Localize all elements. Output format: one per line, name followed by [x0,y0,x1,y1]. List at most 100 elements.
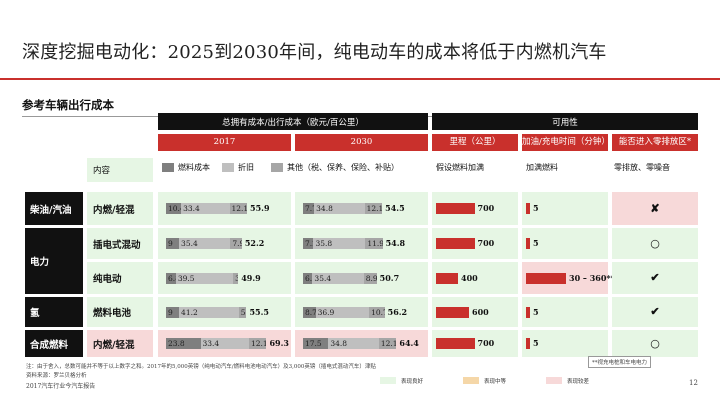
bar-total: 55.5 [249,306,269,317]
category-synthetic: 合成燃料 [25,330,83,357]
bar-segment-dep: 41.2 [179,306,239,318]
refuel-value: 30 – 360** [569,272,615,283]
usability-header: 可用性 [432,113,698,130]
bar-segment-other: 8.9 [363,272,377,284]
refuel-note: 加满燃料 [526,163,558,172]
range-bar [436,338,475,349]
zero-emission-mark: ✔ [650,271,660,284]
zero-emission-header: 能否进入零排放区* [612,134,698,151]
bar-segment-fuel: 6.5 [303,272,313,284]
footnote-2: 资料来源：罗兰贝格分析 [26,373,87,379]
content-label: 内容 [87,158,153,182]
chart-subtitle: 参考车辆出行成本 [22,98,114,112]
bar-segment-fuel: 9 [166,238,180,249]
legend-fuel-swatch [162,163,174,172]
range-value: 400 [461,272,478,283]
row-label: 燃料电池 [87,297,153,327]
legend-good-label: 表现良好 [401,379,424,385]
bar-segment-fuel: 17.5 [303,338,329,349]
legend-fuel-label: 燃料成本 [178,163,210,172]
zero-emission-mark: ○ [650,336,660,350]
range-value: 600 [472,306,489,317]
range-value: 700 [477,338,495,348]
refuel-cell [522,228,608,259]
bar-segment-dep: 36.9 [315,306,370,318]
footnote-1: 注：由于舍入，总数可能并不等于以上数字之和。2017年的5,000英镑（纯电动汽… [26,364,376,370]
zero-emission-mark: ✔ [650,305,660,318]
category-electric: 电力 [25,228,83,294]
bar-total: 49.9 [241,272,261,283]
bar-segment-fuel: 9 [166,306,180,318]
bar-total: 54.5 [385,203,405,213]
bar-total: 64.4 [399,338,419,348]
refuel-header: 加油/充电时间（分钟） [522,134,610,151]
bar-total: 54.8 [385,238,406,248]
refuel-value: 5 [533,238,539,248]
category-fossil: 柴油/汽油 [25,192,83,225]
bar-segment-other: 5.3 [238,306,247,318]
bar-segment-dep: 34.8 [328,338,379,349]
zero-cell [612,330,698,357]
refuel-value: 5 [533,338,539,348]
legend-fuel: 燃料成本 [162,162,210,173]
legend-other-swatch [271,163,283,172]
year-2017-header: 2017 [158,134,291,151]
bar-segment-dep: 34.8 [314,203,365,214]
bar-segment-dep: 39.5 [175,272,234,284]
range-bar [436,238,475,249]
category-hydrogen: 氢 [25,297,83,327]
legend-dep-label: 折旧 [238,163,254,172]
bar-segment-dep: 33.4 [200,338,249,349]
zero-cell [612,297,698,327]
range-bar [436,203,475,214]
publisher-note: 2017汽车行业今汽车报告 [26,383,96,390]
refuel-value: 5 [533,306,539,317]
row-label: 插电式混动 [87,228,153,259]
bar-segment-other: 7.9 [230,238,242,249]
bar-segment-other: 3.5 [233,272,239,284]
legend-poor-label: 表现较差 [567,379,590,385]
page-title: 深度挖掘电动化：2025到2030年间，纯电动车的成本将低于内燃机汽车 [22,42,607,63]
row-label: 内燃/轻混 [87,192,153,225]
title-divider [0,78,720,80]
bar-total: 52.2 [244,238,265,248]
refuel-bar [526,272,566,284]
range-bar [436,306,469,318]
bar-total: 69.3 [269,338,289,348]
refuel-cell [522,192,608,225]
year-2030-header: 2030 [295,134,428,151]
zero-cell [612,262,698,294]
refuel-bar [526,306,530,318]
range-note: 假设燃料加满 [436,163,484,172]
legend-good-swatch [380,377,396,384]
bar-segment-dep: 35.4 [179,238,231,249]
bar-segment-other: 11.9 [365,238,383,249]
refuel-cell [522,330,608,357]
tco-header: 总拥有成本/出行成本（欧元/百公里） [158,113,428,130]
legend-poor-swatch [546,377,562,384]
bar-segment-dep: 35.8 [313,238,366,249]
zero-note: 零排放、零噪音 [614,163,670,172]
bar-total: 50.7 [379,272,400,283]
row-label: 内燃/轻混 [87,330,153,357]
bar-segment-fuel: 7.7 [303,203,315,214]
page-number: 12 [689,379,698,387]
bar-segment-fuel: 7.2 [303,238,314,249]
refuel-bar [526,338,530,349]
row-label: 纯电动 [87,262,153,294]
legend-other: 其他（税、保养、保险、补贴） [271,162,399,173]
zero-emission-mark: ○ [650,236,660,250]
bar-segment-fuel: 10.4 [166,203,182,214]
bar-segment-other: 12.1 [248,338,267,349]
range-header: 里程（公里） [432,134,518,151]
refuel-value: 5 [533,203,539,213]
bar-segment-fuel: 6.8 [166,272,176,284]
bar-segment-other: 10.7 [369,306,385,318]
bar-segment-other: 12.1 [229,203,248,214]
bar-segment-other: 12.1 [378,338,397,349]
bar-segment-dep: 35.4 [312,272,364,284]
charge-note: **视充电桩和车电电力 [588,356,652,368]
zero-cell [612,192,698,225]
legend-mid-label: 表现中等 [484,379,507,385]
bar-segment-fuel: 23.8 [166,338,201,349]
